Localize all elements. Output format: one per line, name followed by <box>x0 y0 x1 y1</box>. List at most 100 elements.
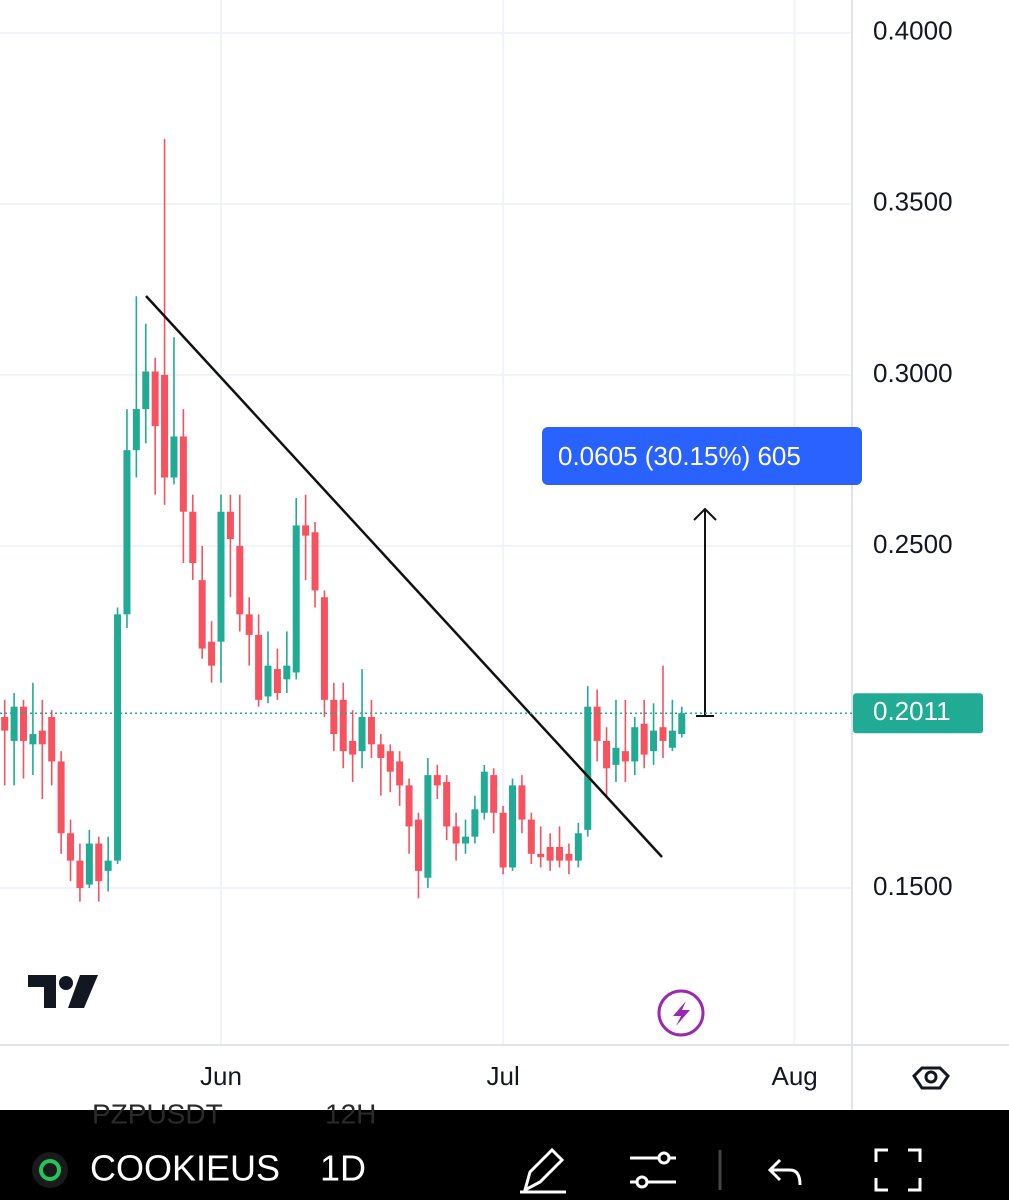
x-tick-label: Jun <box>200 1061 242 1091</box>
candle-body <box>584 706 592 830</box>
candles <box>1 138 686 902</box>
candle-body <box>95 843 103 882</box>
settings-icon[interactable] <box>912 1066 950 1090</box>
candle-body <box>499 812 507 868</box>
candle-body <box>565 853 573 861</box>
x-tick-label: Aug <box>772 1061 818 1091</box>
candle-body <box>57 761 65 834</box>
candle-body <box>226 511 234 540</box>
slider-knob-1[interactable] <box>657 1151 671 1165</box>
candle-body <box>424 775 432 878</box>
candle-body <box>198 580 206 649</box>
candle-body <box>85 843 93 885</box>
candle-body <box>311 532 319 591</box>
logo-t <box>28 975 56 1008</box>
x-tick-label: Jul <box>486 1061 519 1091</box>
symbol-icon-bg[interactable] <box>32 1152 68 1188</box>
candle-body <box>518 785 526 820</box>
candle-body <box>302 525 310 536</box>
toolbar-icons[interactable] <box>520 1147 922 1194</box>
pen-icon[interactable] <box>520 1147 566 1194</box>
candle-body <box>236 545 244 615</box>
candle-body <box>330 699 338 735</box>
candle-body <box>603 740 611 769</box>
icon-bolt[interactable] <box>673 1001 690 1026</box>
candle-body <box>396 761 404 786</box>
last-price-tag <box>853 693 983 734</box>
candle-body <box>273 669 281 694</box>
candle-body <box>640 723 648 755</box>
candle-body <box>367 716 375 745</box>
candle-body <box>20 706 28 741</box>
candle-body <box>443 781 451 827</box>
candle-body <box>255 634 263 700</box>
candle-body <box>132 409 140 451</box>
candle-body <box>283 665 291 680</box>
slider-knob-2[interactable] <box>635 1175 649 1189</box>
logo-dot <box>59 976 73 990</box>
symbol-icon[interactable] <box>32 1152 68 1188</box>
candle-body <box>114 614 122 861</box>
candle-body <box>1 716 9 731</box>
toolbar <box>0 1110 1009 1200</box>
candle-body <box>631 727 639 762</box>
candle-body <box>38 730 46 745</box>
y-tick-label: 0.3500 <box>873 187 953 217</box>
candle-body <box>556 846 564 861</box>
candle-body <box>217 511 225 642</box>
tradingview-logo <box>28 975 98 1008</box>
candle-body <box>659 727 667 741</box>
undo-icon[interactable] <box>767 1158 802 1186</box>
candle-body <box>509 785 517 868</box>
candle-body <box>48 716 56 762</box>
arrow-head <box>693 507 717 521</box>
candle-body <box>67 833 75 861</box>
candle-body <box>612 747 620 765</box>
measure-box <box>542 427 862 485</box>
candle-body <box>593 706 601 741</box>
measure-label: 0.0605 (30.15%) 605 <box>558 441 801 471</box>
candle-body <box>208 641 216 666</box>
y-tick-label: 0.1500 <box>873 871 953 901</box>
candle-body <box>678 713 686 735</box>
candle-body <box>650 730 658 752</box>
candle-body <box>546 846 554 861</box>
candle-body <box>245 614 253 635</box>
ghost-symbol: PZPUSDT <box>92 1098 223 1129</box>
candle-body <box>339 699 347 752</box>
candle-body <box>621 751 629 762</box>
candle-body <box>527 819 535 854</box>
candle-body <box>142 371 150 410</box>
candle-body <box>76 860 84 888</box>
candle-body <box>461 836 469 844</box>
candle-body <box>480 771 488 813</box>
candle-body <box>123 450 131 615</box>
icon-ring[interactable] <box>657 989 705 1037</box>
y-tick-label: 0.3000 <box>873 358 953 388</box>
hexagon-hole[interactable] <box>924 1070 938 1084</box>
candle-body <box>349 740 357 755</box>
last-price-label: 0.2011 <box>873 696 951 726</box>
ghost-interval: 12H <box>325 1098 376 1129</box>
candle-body <box>414 819 422 871</box>
candle-body <box>29 734 37 745</box>
candle-body <box>189 511 197 564</box>
symbol[interactable]: COOKIEUS <box>90 1148 280 1189</box>
interval[interactable]: 1D <box>320 1148 366 1189</box>
candle-body <box>386 751 394 772</box>
candle-body <box>104 860 112 871</box>
candle-body <box>170 436 178 478</box>
symbol-icon-ring[interactable] <box>39 1159 61 1181</box>
y-tick-label: 0.2500 <box>873 529 953 559</box>
candle-body <box>668 730 676 748</box>
candle-body <box>10 706 18 741</box>
fullscreen-icon[interactable] <box>874 1148 922 1192</box>
logo-v <box>68 975 98 1008</box>
hexagon[interactable] <box>912 1066 950 1090</box>
candle-body <box>161 374 169 478</box>
candle-body <box>574 833 582 861</box>
candle-body <box>358 716 366 752</box>
lightning-icon[interactable] <box>657 989 705 1037</box>
